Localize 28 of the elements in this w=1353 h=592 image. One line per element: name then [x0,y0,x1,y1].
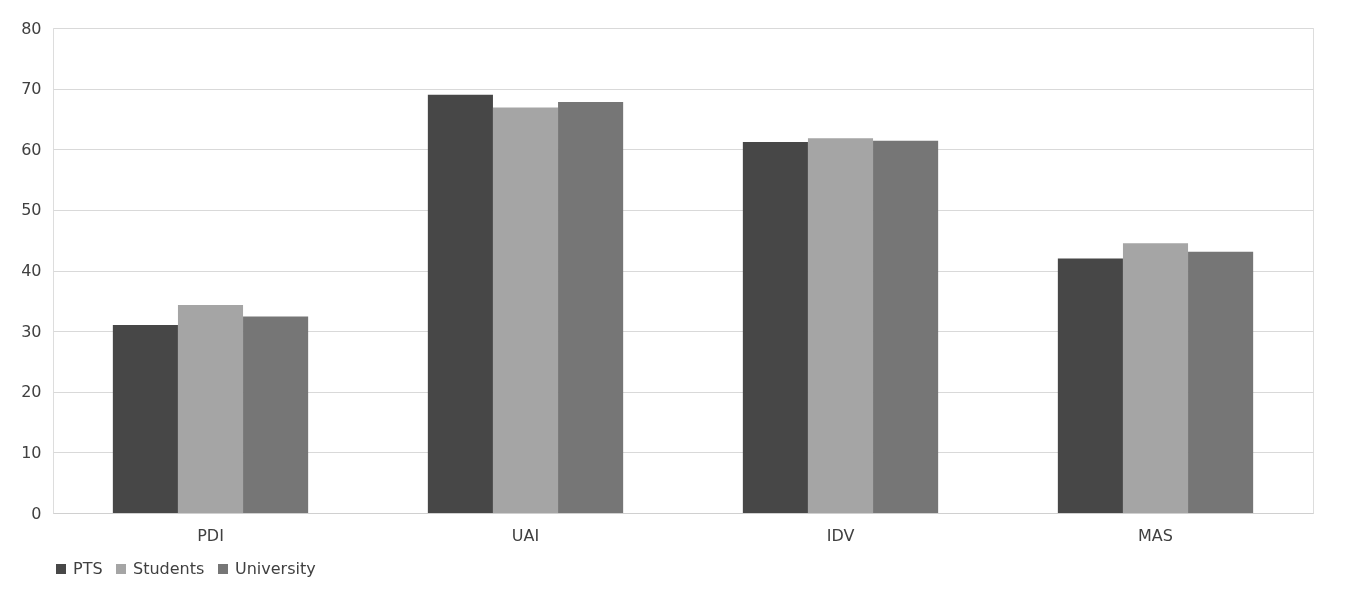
bar [177,305,244,513]
bar [1122,243,1189,513]
bar [1057,258,1123,513]
y-tick-label: 0 [31,503,42,523]
y-tick-label: 70 [21,79,42,99]
y-tick-label: 20 [21,382,42,402]
bar [112,325,178,513]
y-tick-label: 40 [21,261,42,280]
bar [873,140,939,513]
bar [243,316,309,513]
bar [558,101,624,513]
y-tick-label: 80 [21,18,42,38]
x-tick-label: UAI [511,525,540,545]
y-tick-label: 30 [21,321,42,341]
y-tick-label: 50 [21,200,42,220]
y-tick-label: 60 [21,139,42,159]
bar [742,141,808,513]
x-tick-label: MAS [1138,525,1173,545]
legend-label: University [235,559,316,578]
bar [1188,251,1254,513]
legend-label: PTS [73,559,103,578]
x-tick-label: IDV [826,525,855,545]
x-tick-label: PDI [197,525,224,545]
y-tick-label: 10 [21,442,42,462]
legend-label: Students [133,559,205,578]
bar [807,138,874,513]
bar [427,94,493,513]
bar [492,107,559,513]
